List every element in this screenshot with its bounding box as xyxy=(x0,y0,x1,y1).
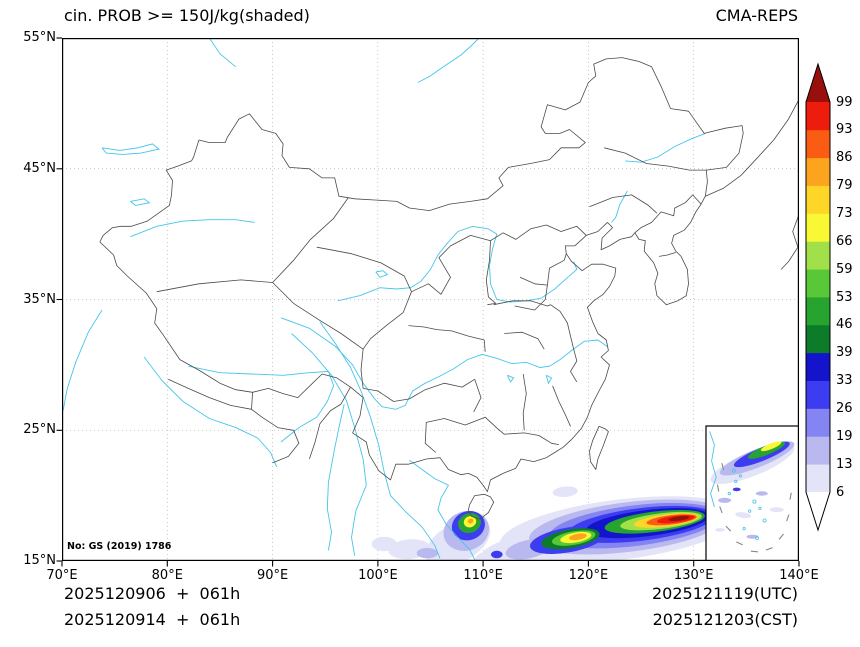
colorbar-tick-label: 39 xyxy=(836,345,853,361)
grid-lines xyxy=(62,38,799,561)
colorbar-tick-label: 46 xyxy=(836,317,853,333)
colorbar-tick-label: 13 xyxy=(836,456,853,472)
colorbar-tick-label: 6 xyxy=(836,484,845,500)
x-tick-label: 120°E xyxy=(568,568,609,583)
x-tick-label: 90°E xyxy=(256,568,289,583)
footer-valid-time-cst: 2025121203(CST) xyxy=(652,610,798,629)
plot-frame xyxy=(62,38,799,561)
colorbar-tick-label: 86 xyxy=(836,150,853,166)
colorbar-below-arrow xyxy=(806,492,830,530)
x-tick-label: 130°E xyxy=(673,568,714,583)
x-tick-label: 80°E xyxy=(151,568,183,583)
colorbar xyxy=(805,62,831,532)
inset-content xyxy=(709,431,795,553)
x-tick-label: 110°E xyxy=(463,568,503,583)
license-note: No: GS (2019) 1786 xyxy=(67,541,172,552)
y-tick-label: 55°N xyxy=(23,30,56,45)
map-plot-area: No: GS (2019) 1786 xyxy=(62,38,799,561)
colorbar-above-arrow xyxy=(806,64,830,102)
map-boundaries xyxy=(99,57,799,520)
x-tick-label: 140°E xyxy=(779,568,819,583)
y-tick-label: 25°N xyxy=(23,422,56,438)
rivers-and-lakes xyxy=(62,38,706,560)
colorbar-tick-label: 59 xyxy=(836,261,853,277)
y-tick-label: 35°N xyxy=(23,291,56,307)
footer-init-time-utc: 2025120906 + 061h xyxy=(64,584,241,603)
plot-title: cin. PROB >= 150J/kg(shaded) xyxy=(64,6,310,25)
model-label: CMA-REPS xyxy=(715,6,798,25)
x-tick-label: 70°E xyxy=(46,568,78,583)
colorbar-tick-label: 93 xyxy=(836,122,853,138)
colorbar-tick-label: 19 xyxy=(836,428,853,444)
x-tick-label: 100°E xyxy=(358,568,398,583)
colorbar-tick-label: 33 xyxy=(836,373,853,389)
colorbar-tick-label: 99 xyxy=(836,94,853,110)
y-tick-label: 45°N xyxy=(23,160,56,176)
footer-init-time-cst: 2025120914 + 061h xyxy=(64,610,241,629)
colorbar-tick-label: 73 xyxy=(836,205,853,221)
colorbar-tick-label: 53 xyxy=(836,289,853,305)
south-china-sea-inset xyxy=(705,425,799,561)
map-canvas xyxy=(62,38,799,561)
colorbar-tick-label: 26 xyxy=(836,400,853,416)
footer-valid-time-utc: 2025121119(UTC) xyxy=(652,584,798,603)
axis-ticks xyxy=(56,37,800,567)
y-tick-label: 15°N xyxy=(23,553,56,568)
inset-border xyxy=(705,425,799,561)
colorbar-tick-label: 66 xyxy=(836,233,853,249)
colorbar-tick-label: 79 xyxy=(836,178,853,194)
